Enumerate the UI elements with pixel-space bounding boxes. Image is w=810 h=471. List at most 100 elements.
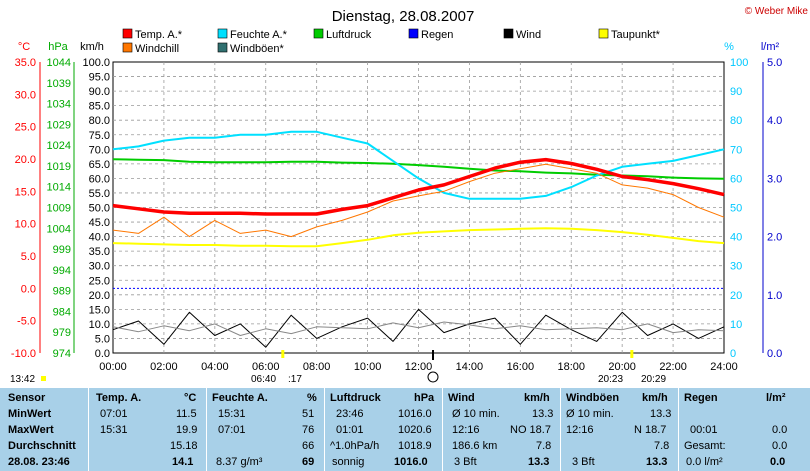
cur-temp: 14.1 (172, 456, 194, 468)
pressure-tick-9: 999 (53, 244, 71, 256)
wind-tick-9: 55.0 (89, 188, 110, 200)
cur-wind: 13.3 (528, 456, 550, 468)
time-tick-5: 10:00 (354, 361, 382, 373)
avg-rain: 0.0 (772, 440, 788, 452)
wind-tick-5: 75.0 (89, 130, 110, 142)
time-tick-12: 24:00 (710, 361, 738, 373)
max-temp-time: 15:31 (100, 424, 128, 436)
cur-hum-label: 8.37 g/m³ (216, 456, 263, 468)
max-rain: 0.0 (772, 424, 788, 436)
humidity-tick-2: 80 (730, 115, 742, 127)
min-temp-time: 07:01 (100, 408, 128, 420)
series-windchill (112, 163, 725, 238)
pressure-tick-14: 974 (53, 348, 71, 360)
min-wind-label: Ø 10 min. (452, 408, 500, 420)
weather-chart: Dienstag, 28.08.2007 © Weber Mike Temp. … (10, 6, 808, 385)
wind-tick-3: 85.0 (89, 101, 110, 113)
legend-label-7: Windböen* (230, 43, 285, 55)
humidity-tick-10: 0 (730, 348, 736, 360)
series-wind-average (112, 321, 725, 336)
max-hum-time: 07:01 (218, 424, 246, 436)
time-tick-3: 06:00 (252, 361, 280, 373)
min-hum-time: 15:31 (218, 408, 246, 420)
axes: 35.0 30.0 25.0 20.0 15.0 10.0 5.0 0.0 -5.0 -10.0 1… (11, 57, 782, 373)
pressure-tick-12: 984 (53, 306, 71, 318)
sunrise-short-label: :17 (288, 374, 302, 385)
avg-wind-label: 186.6 km (452, 440, 498, 452)
wind-tick-13: 35.0 (89, 246, 110, 258)
time-tick-8: 16:00 (507, 361, 535, 373)
humidity-tick-6: 40 (730, 232, 742, 244)
pressure-unit-label: hPa (48, 41, 68, 53)
wind-tick-2: 90.0 (89, 86, 110, 98)
pressure-tick-11: 989 (53, 286, 71, 298)
cur-rain: 0.0 (770, 456, 786, 468)
header-temp: Temp. A. (96, 392, 142, 404)
wind-tick-7: 65.0 (89, 159, 110, 171)
pressure-tick-3: 1029 (47, 119, 71, 131)
header-humidity-unit: % (307, 392, 317, 404)
legend-swatch-3 (408, 28, 419, 39)
humidity-unit-label: % (724, 41, 734, 53)
time-tick-7: 14:00 (456, 361, 484, 373)
pressure-tick-6: 1014 (47, 182, 71, 194)
temp-tick-3: 20.0 (15, 154, 36, 166)
wind-tick-10: 50.0 (89, 203, 110, 215)
rain-tick-4: 1.0 (767, 290, 782, 302)
wind-unit-label: km/h (80, 41, 104, 53)
cur-gust-label: 3 Bft (572, 456, 595, 468)
row-avg-label: Durchschnitt (8, 440, 76, 452)
wind-tick-16: 20.0 (89, 290, 110, 302)
series-dewpoint (112, 227, 725, 248)
legend-label-5: Taupunkt* (611, 29, 661, 41)
header-sensor: Sensor (8, 392, 46, 404)
sunset-short-label: 20:29 (641, 374, 666, 385)
rain-unit-label: l/m² (761, 41, 780, 53)
temp-tick-4: 15.0 (15, 186, 36, 198)
pressure-tick-1: 1039 (47, 78, 71, 90)
rain-tick-3: 2.0 (767, 232, 782, 244)
time-tick-1: 02:00 (150, 361, 178, 373)
legend-label-6: Windchill (135, 43, 179, 55)
min-temp: 11.5 (176, 408, 197, 420)
legend-label-3: Regen (421, 29, 453, 41)
min-hum: 51 (302, 408, 315, 420)
series (112, 130, 725, 348)
time-tick-0: 00:00 (99, 361, 127, 373)
cur-rain-label: 0.0 l/m² (686, 456, 723, 468)
temp-tick-0: 35.0 (15, 57, 36, 69)
axis-units: °C hPa km/h% l/m² (18, 41, 780, 53)
min-wind: 13.3 (532, 408, 554, 420)
legend-swatch-5 (598, 28, 609, 39)
time-tick-6: 12:00 (405, 361, 433, 373)
humidity-tick-9: 10 (730, 319, 742, 331)
wind-tick-6: 70.0 (89, 144, 110, 156)
rain-tick-1: 4.0 (767, 115, 782, 127)
humidity-tick-8: 20 (730, 290, 742, 302)
avg-press-label: ^1.0hPa/h (330, 440, 380, 452)
rain-tick-2: 3.0 (767, 173, 782, 185)
legend-swatch-0 (122, 28, 133, 39)
cur-wind-label: 3 Bft (454, 456, 477, 468)
wind-tick-1: 95.0 (89, 72, 110, 84)
wind-tick-15: 25.0 (89, 275, 110, 287)
temp-tick-8: -5.0 (17, 316, 36, 328)
humidity-tick-1: 90 (730, 86, 742, 98)
humidity-tick-4: 60 (730, 173, 742, 185)
wind-tick-12: 40.0 (89, 232, 110, 244)
legend-label-2: Luftdruck (326, 29, 372, 41)
cur-press: 1016.0 (394, 456, 428, 468)
rain-tick-5: 0.0 (767, 348, 782, 360)
header-pressure: Luftdruck (330, 392, 381, 404)
pressure-tick-13: 979 (53, 327, 71, 339)
legend-swatch-1 (217, 28, 228, 39)
chart-title: Dienstag, 28.08.2007 (332, 8, 475, 25)
pressure-tick-5: 1019 (47, 161, 71, 173)
wind-tick-19: 5.0 (95, 333, 110, 345)
max-gust-time: 12:16 (566, 424, 594, 436)
humidity-tick-0: 100 (730, 57, 748, 69)
header-rain: Regen (684, 392, 718, 404)
time-tick-9: 18:00 (557, 361, 585, 373)
time-markers: 13:42 06:40:17 20:23 20:29 (10, 350, 666, 385)
temp-tick-1: 30.0 (15, 89, 36, 101)
